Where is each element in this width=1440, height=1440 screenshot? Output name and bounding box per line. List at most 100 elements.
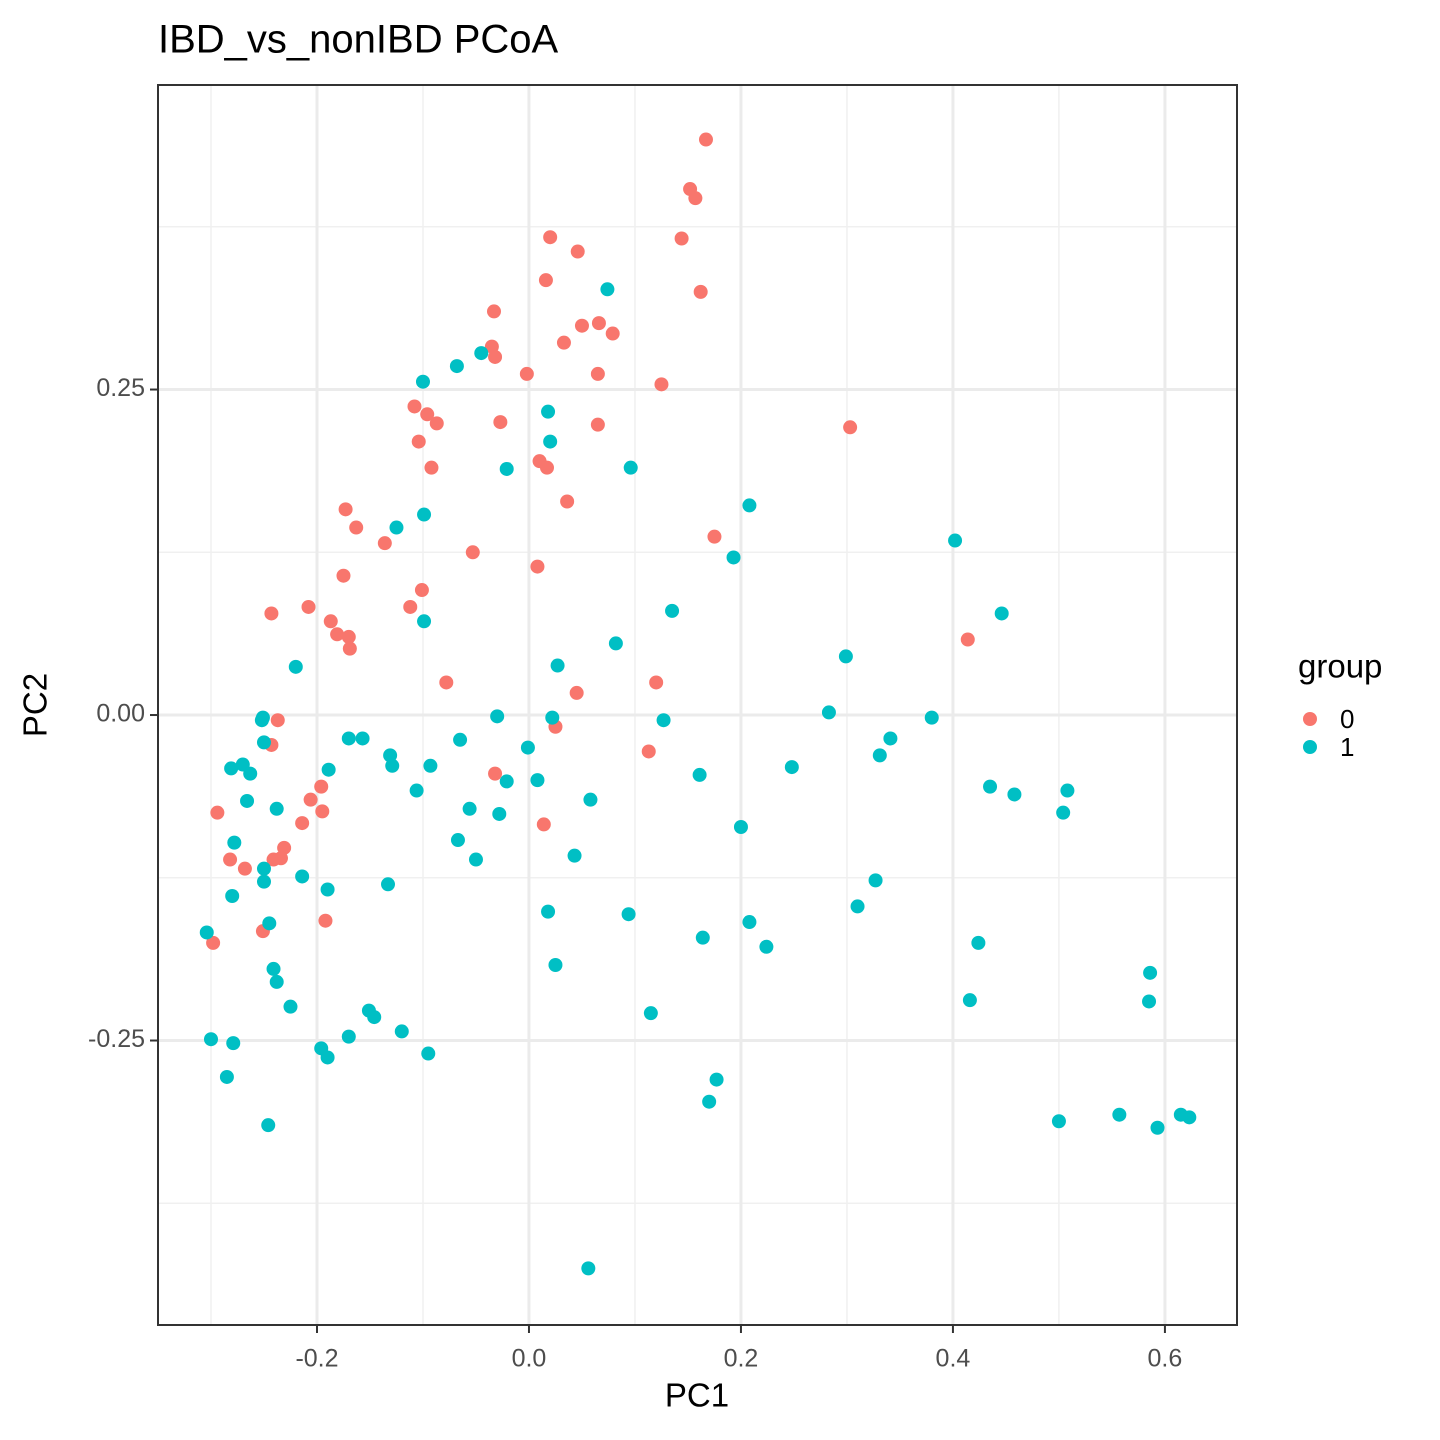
point <box>1143 965 1158 980</box>
point <box>321 762 336 777</box>
point <box>883 731 898 746</box>
point <box>490 709 505 724</box>
point <box>295 816 310 831</box>
legend-label: 1 <box>1340 732 1354 762</box>
point <box>548 958 563 973</box>
point <box>581 1261 596 1276</box>
point <box>948 533 963 548</box>
point <box>318 913 333 928</box>
point <box>1007 787 1022 802</box>
point <box>462 801 477 816</box>
point <box>262 916 277 931</box>
point <box>203 1032 218 1047</box>
point <box>520 740 535 755</box>
point <box>707 529 722 544</box>
point <box>850 899 865 914</box>
point <box>1056 805 1071 820</box>
point <box>742 498 757 513</box>
point <box>266 961 281 976</box>
point <box>608 636 623 651</box>
point <box>539 460 554 475</box>
x-tick-label: 0.2 <box>724 1345 759 1373</box>
point <box>784 760 799 775</box>
point <box>429 416 444 431</box>
point <box>924 710 939 725</box>
point <box>649 675 664 690</box>
point <box>591 316 606 331</box>
point <box>243 766 258 781</box>
point <box>843 420 858 435</box>
point <box>971 935 986 950</box>
point <box>450 833 465 848</box>
point <box>538 273 553 288</box>
point <box>574 318 589 333</box>
point <box>556 335 571 350</box>
point <box>560 494 575 509</box>
point <box>623 460 638 475</box>
legend-title: group <box>1298 648 1382 685</box>
point <box>323 614 338 629</box>
point <box>223 852 238 867</box>
point <box>541 404 556 419</box>
x-tick-label: 0.6 <box>1148 1345 1183 1373</box>
point <box>341 629 356 644</box>
point <box>702 1094 717 1109</box>
point <box>423 758 438 773</box>
point <box>726 550 741 565</box>
point <box>1142 994 1157 1009</box>
point <box>693 284 708 299</box>
legend-key <box>1303 740 1317 754</box>
point <box>838 649 853 664</box>
point <box>543 434 558 449</box>
point <box>336 568 351 583</box>
point <box>385 758 400 773</box>
point <box>383 748 398 763</box>
point <box>349 520 364 535</box>
plot-border <box>157 84 1238 1326</box>
point <box>206 935 221 950</box>
x-tick-label: 0.0 <box>512 1345 547 1373</box>
point <box>449 359 464 374</box>
point <box>698 132 713 147</box>
point <box>320 882 335 897</box>
y-tick-label: 0.25 <box>96 374 145 402</box>
point <box>643 1006 658 1021</box>
point <box>605 326 620 341</box>
point <box>237 861 252 876</box>
point <box>377 536 392 551</box>
point <box>493 415 508 430</box>
point <box>488 766 503 781</box>
point <box>530 773 545 788</box>
point <box>226 1036 241 1051</box>
point <box>656 713 671 728</box>
point <box>536 817 551 832</box>
point <box>654 377 669 392</box>
point <box>486 304 501 319</box>
point <box>301 599 316 614</box>
point <box>269 974 284 989</box>
point <box>254 713 269 728</box>
point <box>381 877 396 892</box>
point <box>403 599 418 614</box>
plot-background <box>158 85 1237 1325</box>
point <box>417 614 432 629</box>
point <box>261 1118 276 1133</box>
point <box>240 793 255 808</box>
point <box>288 659 303 674</box>
x-tick-label: -0.2 <box>295 1345 338 1373</box>
point <box>411 434 426 449</box>
legend-label: 0 <box>1340 704 1354 734</box>
point <box>225 888 240 903</box>
point <box>488 349 503 364</box>
point <box>621 907 636 922</box>
point <box>421 1046 436 1061</box>
point <box>409 783 424 798</box>
point <box>545 710 560 725</box>
point <box>415 374 430 389</box>
point <box>492 806 507 821</box>
point <box>414 583 429 598</box>
point <box>256 735 271 750</box>
point <box>821 705 836 720</box>
point <box>665 603 680 618</box>
